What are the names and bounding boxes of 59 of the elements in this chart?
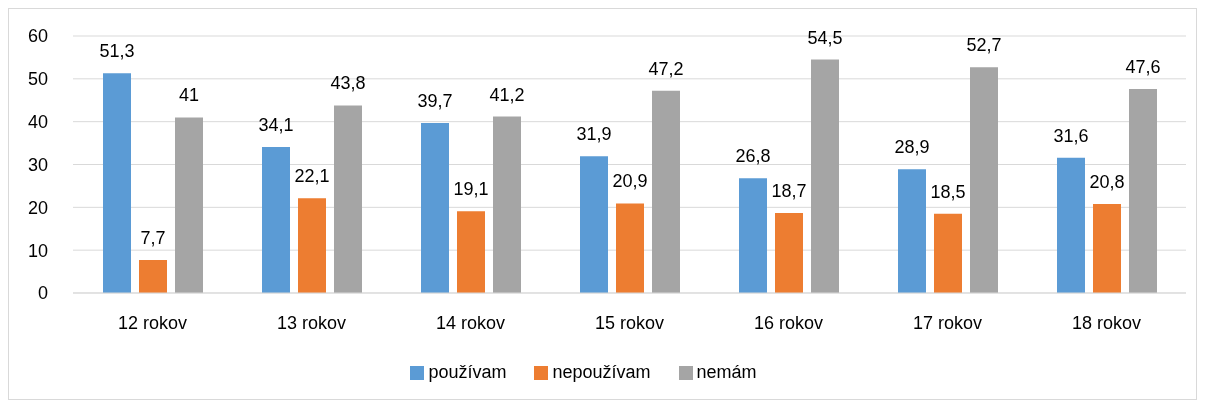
bar: [652, 90, 680, 293]
bar: [970, 67, 998, 293]
bar: [811, 59, 839, 293]
x-tick-label: 17 rokov: [912, 312, 983, 333]
x-tick-label: 18 rokov: [1071, 312, 1142, 333]
bar: [421, 122, 449, 293]
legend-label: používam: [428, 362, 507, 382]
x-tick-label: 13 rokov: [276, 312, 347, 333]
data-label: 54,5: [807, 27, 843, 48]
y-tick-label: 60: [27, 26, 48, 47]
bar: [775, 212, 803, 293]
data-label: 34,1: [258, 114, 294, 135]
data-label: 26,8: [735, 146, 771, 167]
bar: [103, 73, 131, 293]
bar: [580, 156, 608, 293]
y-tick-label: 40: [27, 112, 48, 133]
bar: [1057, 157, 1085, 293]
bar: [1129, 89, 1157, 293]
data-label: 18,5: [930, 181, 966, 202]
data-label: 51,3: [99, 41, 135, 62]
y-tick-label: 50: [27, 69, 48, 90]
bar: [898, 169, 926, 293]
y-tick-label: 30: [27, 154, 48, 175]
y-tick-label: 10: [27, 240, 48, 261]
data-label: 47,6: [1125, 57, 1161, 78]
data-label: 43,8: [330, 73, 366, 94]
data-label: 47,2: [648, 58, 684, 79]
bar: [175, 117, 203, 293]
data-label: 22,1: [294, 166, 330, 187]
data-label: 28,9: [894, 137, 930, 158]
x-tick-label: 15 rokov: [594, 312, 665, 333]
data-label: 41: [178, 85, 200, 106]
x-tick-label: 16 rokov: [753, 312, 824, 333]
x-tick-label: 14 rokov: [435, 312, 506, 333]
y-tick-label: 0: [37, 283, 48, 304]
data-label: 39,7: [417, 90, 453, 111]
y-tick-label: 20: [27, 197, 48, 218]
data-label: 19,1: [453, 179, 489, 200]
data-label: 18,7: [771, 180, 807, 201]
legend-label: nemám: [696, 362, 757, 382]
bar: [139, 260, 167, 293]
bar: [934, 213, 962, 293]
legend-label: nepoužívam: [552, 362, 651, 382]
data-label: 20,8: [1089, 171, 1125, 192]
bar: [616, 203, 644, 293]
bar: [739, 178, 767, 293]
data-label: 31,6: [1053, 125, 1089, 146]
bar: [457, 211, 485, 293]
data-label: 52,7: [966, 35, 1002, 56]
bar: [1093, 203, 1121, 293]
data-label: 31,9: [576, 124, 612, 145]
x-tick-label: 12 rokov: [117, 312, 188, 333]
bar: [334, 105, 362, 293]
data-label: 7,7: [140, 228, 166, 249]
bar: [298, 198, 326, 293]
data-label: 20,9: [612, 171, 648, 192]
data-label: 41,2: [489, 84, 525, 105]
bar: [493, 116, 521, 293]
bar: [262, 146, 290, 293]
